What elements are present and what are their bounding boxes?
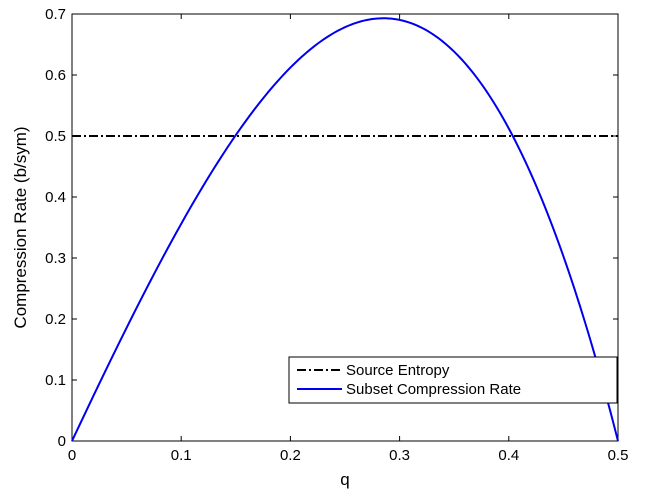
y-axis-ticks: 0 0.1 0.2 0.3 0.4 0.5 0.6 0.7 xyxy=(45,6,618,450)
x-axis-label: q xyxy=(340,470,349,489)
x-tick-label: 0.5 xyxy=(608,447,629,464)
y-tick-label: 0.7 xyxy=(45,6,66,23)
y-tick-label: 0.6 xyxy=(45,67,66,84)
legend-label-source-entropy: Source Entropy xyxy=(346,362,450,379)
y-tick-label: 0 xyxy=(58,433,66,450)
x-tick-label: 0.2 xyxy=(280,447,301,464)
legend-box xyxy=(288,356,618,404)
x-tick-label: 0.1 xyxy=(171,447,192,464)
y-axis-label: Compression Rate (b/sym) xyxy=(11,126,30,328)
legend: Source Entropy Subset Compression Rate xyxy=(288,356,618,404)
series-layer xyxy=(71,17,619,442)
y-tick-label: 0.5 xyxy=(45,128,66,145)
x-tick-label: 0 xyxy=(68,447,76,464)
x-tick-label: 0.3 xyxy=(389,447,410,464)
y-tick-label: 0.3 xyxy=(45,250,66,267)
y-tick-label: 0.1 xyxy=(45,372,66,389)
x-axis-ticks: 0 0.1 0.2 0.3 0.4 0.5 xyxy=(68,14,629,464)
legend-label-subset-compression-rate: Subset Compression Rate xyxy=(346,381,521,398)
series-line-subset-compression-rate xyxy=(71,17,619,442)
x-tick-label: 0.4 xyxy=(498,447,519,464)
y-tick-label: 0.4 xyxy=(45,189,66,206)
y-tick-label: 0.2 xyxy=(45,311,66,328)
